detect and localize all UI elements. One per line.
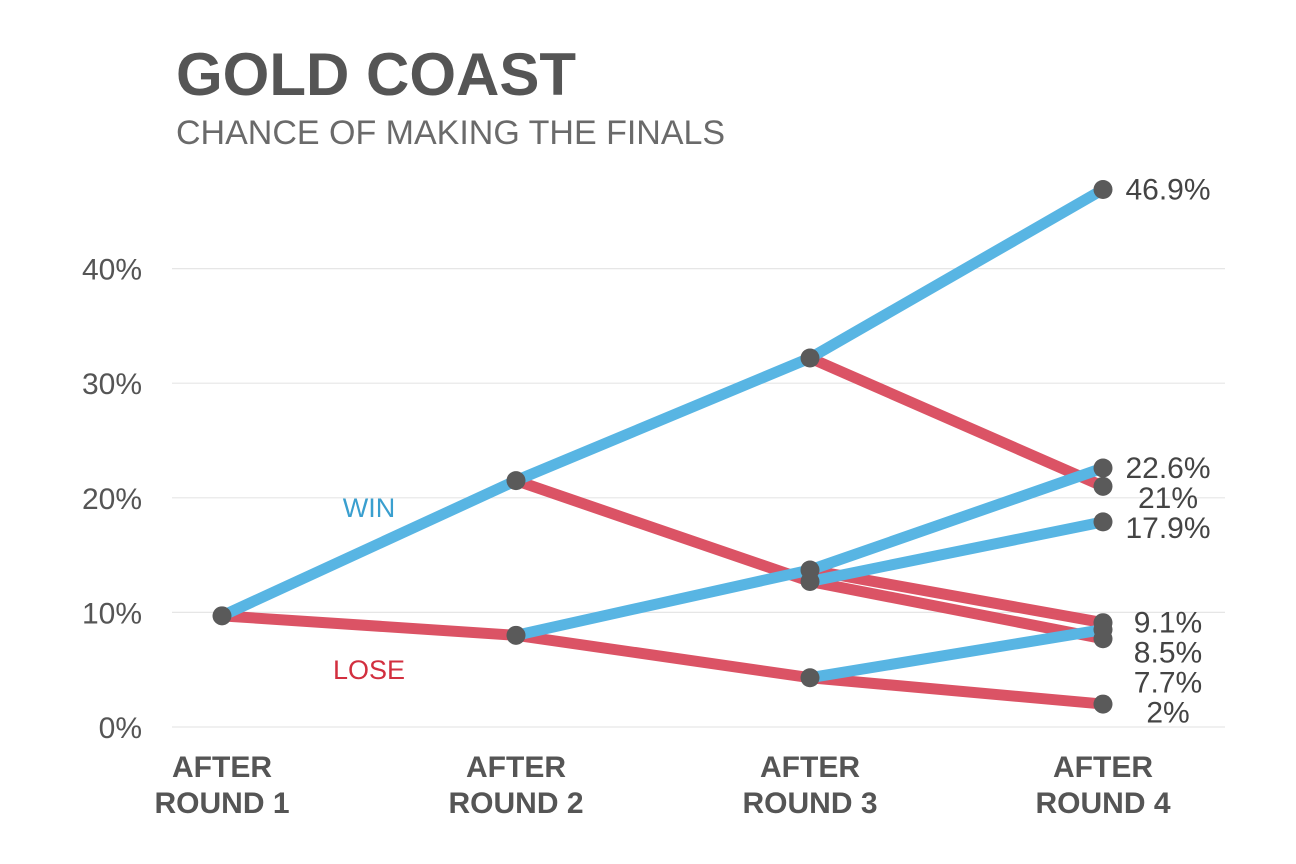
- end-value-label: 8.5%: [1134, 637, 1202, 670]
- lose-segment: [804, 575, 1109, 645]
- lose-segment: [804, 672, 1109, 710]
- end-value-label: 21%: [1138, 482, 1198, 515]
- end-labels: 46.9% 22.6%21%17.9% 9.1%8.5%7.7%2%: [1125, 174, 1210, 730]
- y-axis-ticks: 0% 10% 20% 30% 40%: [82, 254, 142, 745]
- win-segment: [804, 184, 1109, 364]
- data-point: [1093, 476, 1113, 496]
- lose-segment: [510, 475, 816, 587]
- x-tick-label-line: ROUND 2: [448, 787, 583, 820]
- end-value-label: 7.7%: [1134, 667, 1202, 700]
- data-point: [800, 571, 820, 591]
- x-tick-label: AFTER ROUND 1: [154, 751, 289, 820]
- lose-segment: [216, 610, 522, 641]
- lose-segment: [510, 629, 816, 684]
- lose-segment: [804, 352, 1109, 492]
- win-segment: [804, 516, 1109, 587]
- x-tick-label: AFTER ROUND 4: [1035, 751, 1170, 820]
- x-tick-label-line: ROUND 1: [154, 787, 289, 820]
- nodes: [212, 180, 1113, 714]
- win-segment: [216, 475, 522, 622]
- end-value-label: 22.6%: [1125, 452, 1210, 485]
- data-point: [800, 668, 820, 688]
- data-point: [1093, 180, 1113, 200]
- data-point: [1093, 512, 1113, 532]
- win-series-label: WIN: [343, 493, 395, 523]
- x-tick-label: AFTER ROUND 2: [448, 751, 583, 820]
- data-point: [800, 348, 820, 368]
- y-tick-label: 10%: [82, 597, 142, 630]
- x-tick-label-line: AFTER: [760, 751, 860, 784]
- data-point: [212, 606, 232, 626]
- end-value-label: 2%: [1146, 697, 1189, 730]
- end-value-label: 46.9%: [1125, 174, 1210, 207]
- y-tick-label: 0%: [99, 712, 142, 745]
- data-point: [506, 625, 526, 645]
- chart-subtitle: CHANCE OF MAKING THE FINALS: [176, 114, 726, 152]
- chart-title: GOLD COAST: [176, 41, 576, 108]
- lose-series-label: LOSE: [333, 655, 405, 685]
- end-value-label: 9.1%: [1134, 607, 1202, 640]
- series-labels: WIN LOSE: [333, 493, 405, 685]
- data-point: [1093, 629, 1113, 649]
- x-tick-label: AFTER ROUND 3: [742, 751, 877, 820]
- lose-segment: [804, 564, 1109, 629]
- x-tick-label-line: AFTER: [466, 751, 566, 784]
- x-tick-label-line: AFTER: [1053, 751, 1153, 784]
- y-tick-label: 30%: [82, 368, 142, 401]
- win-segment: [804, 624, 1109, 684]
- win-segments: [216, 184, 1109, 684]
- win-segment: [510, 352, 816, 487]
- data-point: [1093, 694, 1113, 714]
- win-segment: [804, 462, 1109, 576]
- win-segment: [510, 564, 816, 641]
- x-tick-label-line: AFTER: [172, 751, 272, 784]
- data-point: [506, 471, 526, 491]
- lose-segments: [216, 352, 1109, 710]
- x-tick-label-line: ROUND 4: [1035, 787, 1170, 820]
- y-tick-label: 20%: [82, 483, 142, 516]
- end-value-label: 17.9%: [1125, 512, 1210, 545]
- y-tick-label: 40%: [82, 254, 142, 287]
- x-tick-label-line: ROUND 3: [742, 787, 877, 820]
- data-point: [1093, 458, 1113, 478]
